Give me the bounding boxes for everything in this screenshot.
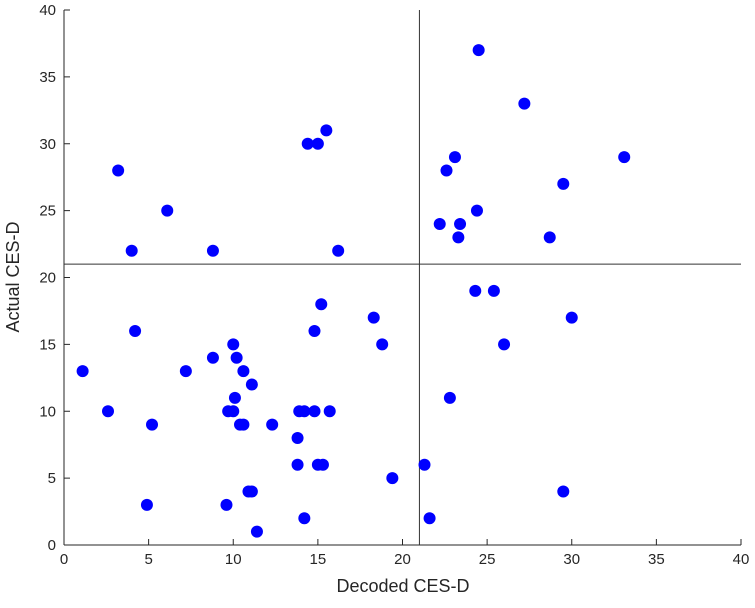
data-point [298, 405, 311, 418]
y-tick-label: 5 [48, 470, 56, 487]
data-point [298, 512, 311, 525]
data-point [237, 418, 250, 431]
data-point [332, 244, 345, 257]
data-point [418, 458, 431, 471]
x-tick-label: 30 [563, 551, 580, 568]
data-point [227, 338, 240, 351]
data-points [76, 44, 631, 538]
data-point [308, 405, 321, 418]
data-point [376, 338, 389, 351]
x-tick-label: 40 [733, 551, 750, 568]
data-point [440, 164, 453, 177]
y-tick-label: 40 [39, 2, 56, 19]
data-point [112, 164, 125, 177]
data-point [146, 418, 159, 431]
data-point [454, 218, 467, 230]
data-point [266, 418, 279, 431]
x-tick-label: 0 [60, 551, 68, 568]
x-tick-label: 10 [225, 551, 242, 568]
data-point [487, 284, 500, 297]
data-point [291, 432, 304, 444]
y-tick-label: 30 [39, 136, 56, 153]
data-point [301, 137, 314, 150]
data-point [220, 498, 233, 511]
data-point [448, 151, 461, 164]
data-point [311, 137, 324, 150]
data-point [518, 97, 531, 110]
data-point [557, 177, 570, 190]
axes [63, 9, 742, 546]
data-point [245, 378, 258, 391]
y-tick-label: 0 [48, 537, 56, 554]
data-point [618, 151, 631, 164]
data-point [206, 244, 219, 257]
data-point [76, 365, 89, 378]
x-tick-label: 35 [648, 551, 665, 568]
reference-lines [64, 10, 741, 545]
data-point [102, 405, 115, 418]
data-point [320, 124, 333, 137]
x-tick-label: 25 [479, 551, 496, 568]
y-tick-label: 25 [39, 203, 56, 220]
data-point [237, 365, 250, 378]
data-point [125, 244, 138, 257]
data-point [179, 365, 192, 378]
data-point [315, 298, 328, 311]
data-point [206, 351, 219, 364]
data-point [472, 44, 485, 57]
data-point [469, 284, 482, 297]
data-point [228, 391, 241, 404]
data-point [129, 325, 142, 337]
data-point [140, 498, 153, 511]
data-point [230, 351, 243, 364]
data-point [498, 338, 511, 351]
data-point [386, 472, 399, 485]
tick-labels: 0 5 10 15 20 25 30 35 40 0 5 10 15 20 25 30 35 40 [39, 2, 749, 568]
data-point [250, 525, 263, 538]
x-tick-label: 5 [144, 551, 152, 568]
data-point [433, 218, 446, 230]
y-tick-label: 10 [39, 403, 56, 420]
data-point [557, 485, 570, 498]
data-point [245, 485, 258, 498]
data-point [161, 204, 174, 217]
x-axis-title: Decoded CES-D [336, 576, 469, 596]
data-point [423, 512, 436, 525]
data-point [308, 325, 321, 337]
data-point [565, 311, 578, 324]
data-point [291, 458, 304, 471]
data-point [227, 405, 240, 418]
data-point [543, 231, 556, 244]
data-point [367, 311, 380, 324]
x-tick-label: 20 [394, 551, 411, 568]
y-axis-title: Actual CES-D [3, 221, 23, 332]
data-point [443, 391, 456, 404]
y-tick-label: 15 [39, 336, 56, 353]
data-point [452, 231, 465, 244]
y-tick-label: 20 [39, 270, 56, 287]
data-point [316, 458, 329, 471]
y-tick-label: 35 [39, 69, 56, 86]
data-point [470, 204, 483, 217]
data-point [323, 405, 336, 418]
x-tick-label: 15 [310, 551, 327, 568]
